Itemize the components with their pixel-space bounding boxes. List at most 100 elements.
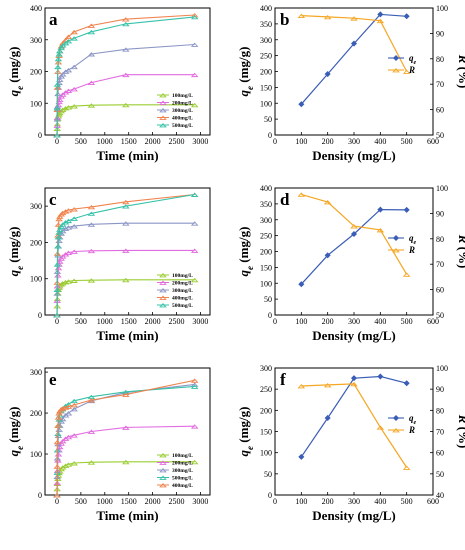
y-tick-label: 200 bbox=[30, 409, 42, 418]
data-point bbox=[64, 218, 73, 224]
x-tick-label: 1000 bbox=[97, 137, 113, 146]
data-point bbox=[350, 40, 358, 47]
x-tick-label: 500 bbox=[75, 137, 87, 146]
data-point bbox=[298, 453, 305, 460]
data-point bbox=[70, 104, 78, 109]
legend-label: 200mg/L bbox=[172, 281, 193, 287]
data-point bbox=[70, 29, 78, 35]
y-right-tick-label: 80 bbox=[436, 235, 444, 244]
x-tick-label: 0 bbox=[55, 317, 59, 326]
y-tick-label: 250 bbox=[260, 52, 272, 61]
y-right-tick-label: 100 bbox=[436, 4, 448, 13]
x-axis-title: Density (mg/L) bbox=[312, 148, 395, 163]
data-point bbox=[57, 256, 66, 261]
x-tick-label: 600 bbox=[427, 137, 439, 146]
y-tick-label: 150 bbox=[260, 263, 272, 272]
x-axis-title: Density (mg/L) bbox=[312, 328, 395, 343]
data-point bbox=[324, 252, 331, 259]
y-tick-label: 0 bbox=[268, 311, 272, 320]
y-tick-label: 350 bbox=[260, 200, 272, 209]
x-tick-label: 1500 bbox=[121, 317, 137, 326]
data-point bbox=[58, 254, 67, 259]
data-point bbox=[190, 248, 199, 253]
legend-label: 500mg/L bbox=[172, 123, 193, 129]
data-point bbox=[54, 222, 63, 227]
data-point bbox=[54, 423, 62, 428]
data-point bbox=[70, 407, 78, 412]
legend-marker bbox=[159, 100, 167, 105]
data-point bbox=[55, 230, 63, 235]
data-point bbox=[298, 281, 305, 288]
x-tick-label: 3000 bbox=[192, 497, 208, 506]
data-point bbox=[55, 52, 63, 57]
data-point bbox=[87, 278, 96, 283]
data-point bbox=[350, 16, 358, 21]
data-point bbox=[70, 36, 78, 41]
chart-panel-b: 0 100 200 300 400 500 600 0 50 100 150 200 250 300 350… bbox=[236, 4, 465, 163]
series-line bbox=[300, 13, 407, 105]
y-tick-label: 300 bbox=[260, 36, 272, 45]
data-point bbox=[53, 133, 61, 138]
data-point bbox=[87, 460, 96, 465]
y-tick-label: 200 bbox=[30, 238, 42, 247]
y-tick-label: 50 bbox=[264, 115, 272, 124]
data-point bbox=[53, 464, 61, 469]
data-point bbox=[54, 244, 62, 249]
data-point bbox=[54, 273, 62, 278]
data-point bbox=[190, 424, 199, 429]
y-right-tick-label: 60 bbox=[436, 286, 444, 295]
data-point bbox=[58, 92, 67, 97]
chart-panel-e: 0 500 1000 1500 2000 2500 3000 0 100 200 300 Time (… bbox=[6, 367, 211, 523]
y-tick-label: 300 bbox=[30, 36, 42, 45]
legend-label: qe bbox=[409, 233, 417, 246]
x-tick-label: 1500 bbox=[121, 137, 137, 146]
chart-panel-d: 0 100 200 300 400 500 600 0 50 100 150 200 250 300 350… bbox=[236, 184, 465, 343]
data-point bbox=[54, 64, 62, 70]
legend-marker bbox=[159, 483, 167, 488]
y-right-tick-label: 50 bbox=[436, 131, 444, 140]
data-point bbox=[122, 277, 130, 283]
y-tick-label: 100 bbox=[30, 450, 42, 459]
data-point bbox=[87, 398, 96, 403]
data-point bbox=[122, 248, 130, 253]
data-point bbox=[323, 14, 332, 20]
axis-title: R (%) bbox=[456, 414, 465, 449]
data-point bbox=[377, 206, 384, 213]
data-point bbox=[57, 231, 66, 236]
y-tick-label: 150 bbox=[260, 428, 272, 437]
data-point bbox=[122, 72, 130, 78]
data-point bbox=[122, 17, 130, 22]
data-point bbox=[70, 461, 78, 466]
y-right-tick-label: 40 bbox=[436, 491, 444, 500]
x-tick-label: 2500 bbox=[169, 137, 185, 146]
y-right-tick-label: 60 bbox=[436, 449, 444, 458]
y-tick-label: 400 bbox=[260, 184, 272, 193]
y-tick-label: 100 bbox=[260, 449, 272, 458]
data-point bbox=[402, 272, 411, 277]
data-point bbox=[54, 91, 62, 97]
legend-marker bbox=[159, 453, 167, 458]
data-point bbox=[61, 405, 70, 410]
legend-label: R bbox=[408, 245, 415, 255]
y-right-tick-label: 70 bbox=[436, 428, 444, 437]
data-point bbox=[402, 465, 411, 470]
x-tick-label: 200 bbox=[322, 317, 334, 326]
data-point bbox=[377, 11, 384, 18]
chart-panel-f: 0 100 200 300 400 500 600 0 50 100 150 200 250 300 40 5… bbox=[236, 364, 465, 523]
x-tick-label: 3000 bbox=[192, 137, 208, 146]
data-point bbox=[58, 438, 67, 444]
x-tick-label: 500 bbox=[401, 317, 413, 326]
y-right-tick-label: 80 bbox=[436, 406, 444, 415]
legend-label: 200mg/L bbox=[172, 461, 193, 467]
data-point bbox=[190, 384, 199, 389]
data-point bbox=[70, 87, 78, 92]
data-point bbox=[58, 43, 67, 48]
data-point bbox=[122, 425, 130, 430]
legend-marker bbox=[159, 303, 167, 308]
legend-marker bbox=[392, 414, 400, 422]
y-tick-label: 150 bbox=[260, 83, 272, 92]
y-right-tick-label: 90 bbox=[436, 385, 444, 394]
legend-marker bbox=[159, 468, 167, 473]
data-point bbox=[64, 39, 73, 44]
y-tick-label: 0 bbox=[38, 311, 42, 320]
